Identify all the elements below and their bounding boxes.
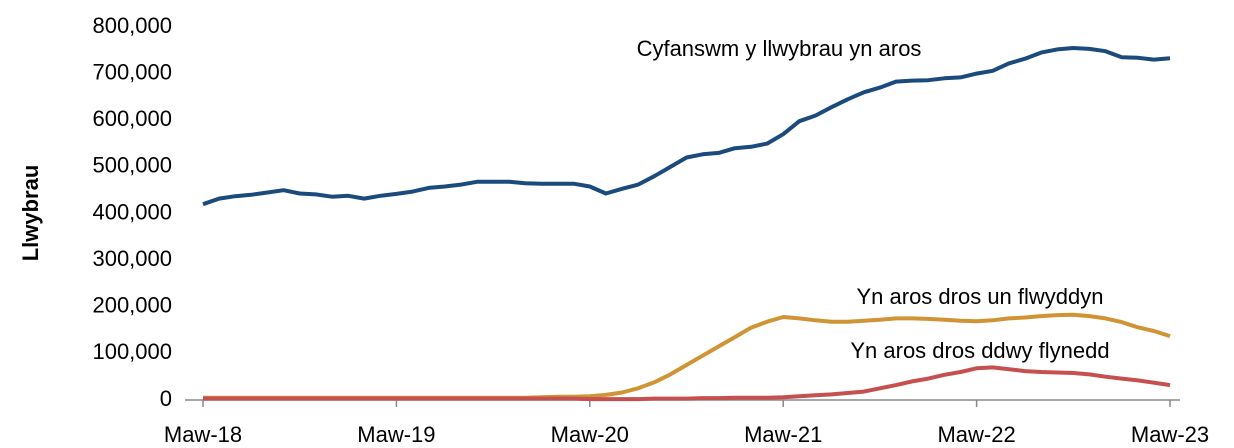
y-axis-label: Llwybrau	[18, 165, 43, 262]
x-tick-label: Maw-23	[1131, 422, 1209, 447]
series-label: Yn aros dros ddwy flynedd	[850, 338, 1109, 363]
y-tick-label: 0	[160, 386, 172, 411]
y-tick-label: 800,000	[92, 13, 172, 38]
x-tick-label: Maw-20	[551, 422, 629, 447]
y-tick-label: 400,000	[92, 199, 172, 224]
series-line	[203, 365, 1171, 402]
y-tick-label: 700,000	[92, 59, 172, 84]
y-tick-label: 600,000	[92, 106, 172, 131]
x-tick-label: Maw-22	[937, 422, 1015, 447]
y-tick-label: 200,000	[92, 293, 172, 318]
y-tick-label: 500,000	[92, 153, 172, 178]
series-label: Yn aros dros un flwyddyn	[856, 284, 1103, 309]
series-label: Cyfanswm y llwybrau yn aros	[637, 36, 922, 61]
x-tick-label: Maw-18	[164, 422, 242, 447]
x-tick-label: Maw-19	[357, 422, 435, 447]
x-tick-label: Maw-21	[744, 422, 822, 447]
y-tick-label: 300,000	[92, 246, 172, 271]
y-tick-label: 100,000	[92, 339, 172, 364]
series-line	[202, 46, 1171, 207]
